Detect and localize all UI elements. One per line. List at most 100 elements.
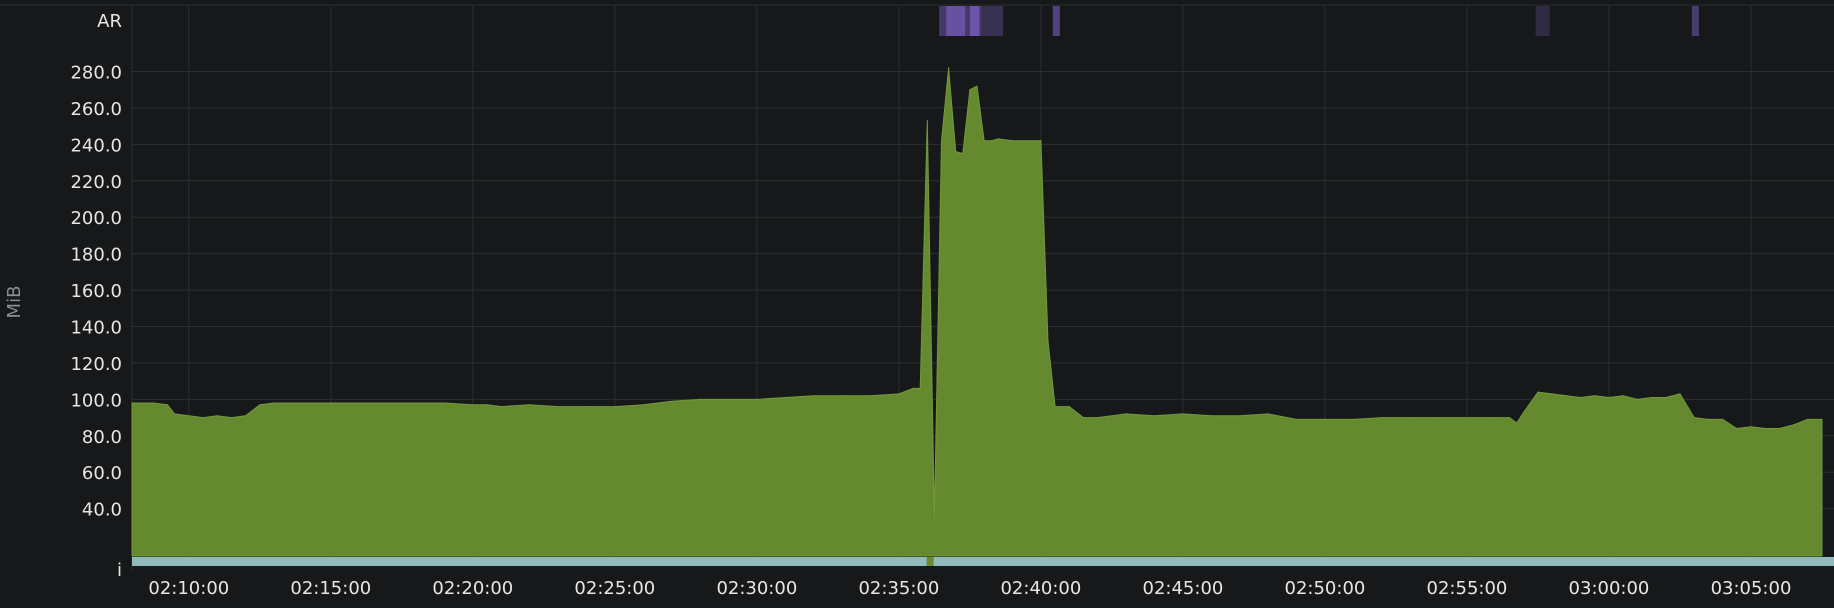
data-point: [1210, 415, 1212, 417]
data-point: [1438, 417, 1440, 419]
data-point: [557, 406, 559, 408]
data-point: [955, 151, 957, 153]
y-tick-label: 240.0: [70, 135, 122, 156]
data-point: [202, 417, 204, 419]
data-point: [962, 152, 964, 155]
x-tick-label: 03:00:00: [1569, 578, 1650, 599]
data-point: [1679, 393, 1681, 395]
data-point: [1608, 396, 1610, 399]
x-tick-label: 02:25:00: [574, 578, 655, 599]
area-series: [131, 67, 1823, 557]
y-tick-label: 120.0: [70, 354, 122, 375]
data-point: [1750, 426, 1752, 428]
series-area: [131, 67, 1823, 557]
data-point: [245, 415, 247, 417]
ar-segment[interactable]: [969, 6, 980, 36]
data-point: [486, 404, 488, 406]
x-tick-label: 02:55:00: [1427, 578, 1508, 599]
i-band-marker[interactable]: [926, 557, 934, 566]
ar-segment[interactable]: [1052, 6, 1060, 36]
data-point: [1580, 396, 1582, 399]
data-point: [1707, 418, 1709, 420]
data-point: [976, 85, 978, 87]
data-point: [529, 404, 531, 406]
data-point: [1793, 424, 1795, 426]
data-point: [387, 402, 389, 404]
y-tick-label: 160.0: [70, 281, 122, 302]
data-point: [813, 395, 815, 397]
data-point: [1523, 411, 1525, 413]
data-point: [727, 398, 730, 400]
data-point: [166, 404, 169, 406]
data-point: [997, 138, 999, 140]
data-point: [230, 417, 232, 419]
data-point: [784, 396, 786, 399]
data-point: [1153, 415, 1156, 417]
data-point: [940, 140, 943, 142]
data-point: [1011, 140, 1014, 142]
data-point: [273, 402, 275, 404]
data-point: [1352, 418, 1354, 420]
data-point: [1651, 396, 1653, 399]
data-point: [614, 406, 616, 408]
ar-segment[interactable]: [981, 6, 1004, 36]
y-tick-label: 180.0: [70, 245, 122, 266]
i-band: [132, 557, 1834, 566]
ar-band: [939, 6, 1699, 36]
ar-segment[interactable]: [1691, 6, 1699, 36]
data-point: [1509, 417, 1511, 419]
ar-segment[interactable]: [946, 6, 966, 36]
data-point: [699, 398, 701, 400]
data-point: [1764, 427, 1766, 430]
data-point: [869, 395, 872, 397]
x-tick-label: 02:45:00: [1143, 578, 1224, 599]
data-point: [1693, 417, 1695, 419]
y-tick-label: 100.0: [70, 390, 122, 411]
data-point: [358, 402, 360, 404]
data-point: [841, 395, 843, 397]
data-point: [1565, 395, 1567, 397]
data-point: [1295, 418, 1298, 420]
data-point: [671, 400, 673, 402]
data-point: [1047, 340, 1049, 342]
data-point: [912, 387, 914, 389]
data-point: [1551, 393, 1553, 395]
data-point: [1494, 417, 1496, 419]
y-tick-label: 40.0: [82, 500, 122, 521]
data-point: [1068, 406, 1070, 408]
y-tick-label: 80.0: [82, 427, 122, 448]
x-tick-label: 02:15:00: [290, 578, 371, 599]
data-point: [1054, 406, 1056, 408]
data-point: [188, 415, 190, 417]
x-tick-label: 02:35:00: [858, 578, 939, 599]
data-point: [415, 402, 417, 404]
data-point: [948, 67, 950, 69]
data-point: [983, 140, 985, 142]
ar-segment[interactable]: [1535, 6, 1550, 36]
data-point: [330, 402, 332, 404]
data-point: [1821, 418, 1823, 420]
data-point: [1722, 418, 1724, 420]
y-tick-label: 60.0: [82, 463, 122, 484]
data-point: [919, 387, 921, 389]
data-point: [301, 402, 303, 404]
x-tick-label: 02:30:00: [716, 578, 797, 599]
y-tick-label: 280.0: [70, 63, 122, 84]
data-point: [1082, 417, 1085, 419]
i-band-label: i: [117, 560, 122, 581]
data-point: [174, 413, 176, 415]
i-band-bar[interactable]: [132, 557, 1834, 566]
data-point: [1040, 140, 1042, 142]
data-point: [216, 415, 218, 417]
data-point: [642, 404, 644, 406]
data-point: [926, 120, 928, 122]
data-point: [1807, 418, 1809, 420]
x-tick-label: 02:10:00: [148, 578, 229, 599]
data-point: [500, 406, 502, 408]
x-tick-label: 02:50:00: [1285, 578, 1366, 599]
y-tick-label: 220.0: [70, 172, 122, 193]
data-point: [1636, 398, 1638, 400]
x-tick-label: 02:40:00: [1000, 578, 1081, 599]
